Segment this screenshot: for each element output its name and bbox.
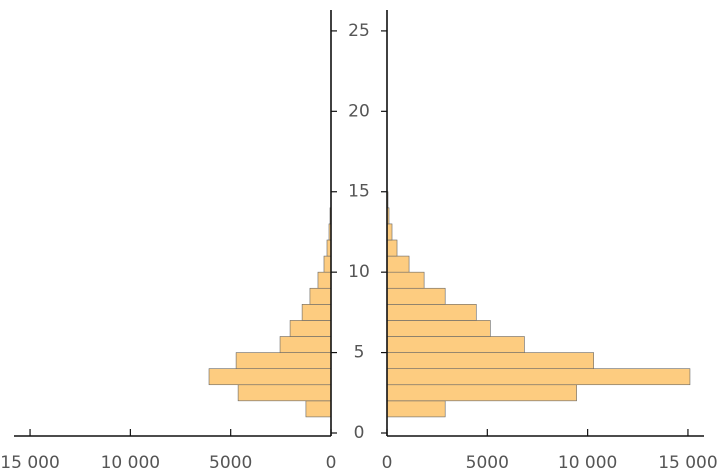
bar (386, 304, 477, 321)
bar (289, 320, 332, 337)
bar (386, 255, 410, 273)
y-tick-label: 15 (348, 182, 370, 202)
x-tick-label: 0 (382, 453, 393, 473)
x-tick-label: 15 000 (0, 453, 59, 473)
bar (386, 400, 446, 418)
x-tick-label: 5000 (466, 453, 509, 473)
bar (386, 320, 491, 337)
bar (301, 304, 332, 321)
y-tick-label: 0 (354, 423, 365, 443)
y-tick-label: 5 (354, 343, 365, 363)
y-tick-label: 20 (348, 101, 370, 121)
bar (386, 271, 425, 289)
bar (386, 352, 594, 369)
bar (317, 271, 332, 289)
bar (386, 384, 577, 402)
bar (309, 287, 332, 305)
bar (386, 368, 691, 386)
bar (386, 239, 398, 257)
y-tick-label: 10 (348, 262, 370, 282)
bar (386, 287, 446, 305)
x-tick-label: 15 000 (658, 453, 717, 473)
bar (279, 336, 332, 353)
bar (323, 255, 332, 273)
bar (305, 400, 332, 418)
bar (235, 352, 332, 369)
x-tick-label: 5000 (209, 453, 252, 473)
bar (208, 368, 332, 386)
x-tick-label: 10 000 (101, 453, 160, 473)
x-tick-label: 0 (326, 453, 337, 473)
y-tick-label: 25 (348, 21, 370, 41)
bar (237, 384, 332, 402)
bar (386, 336, 525, 353)
x-tick-label: 10 000 (558, 453, 617, 473)
